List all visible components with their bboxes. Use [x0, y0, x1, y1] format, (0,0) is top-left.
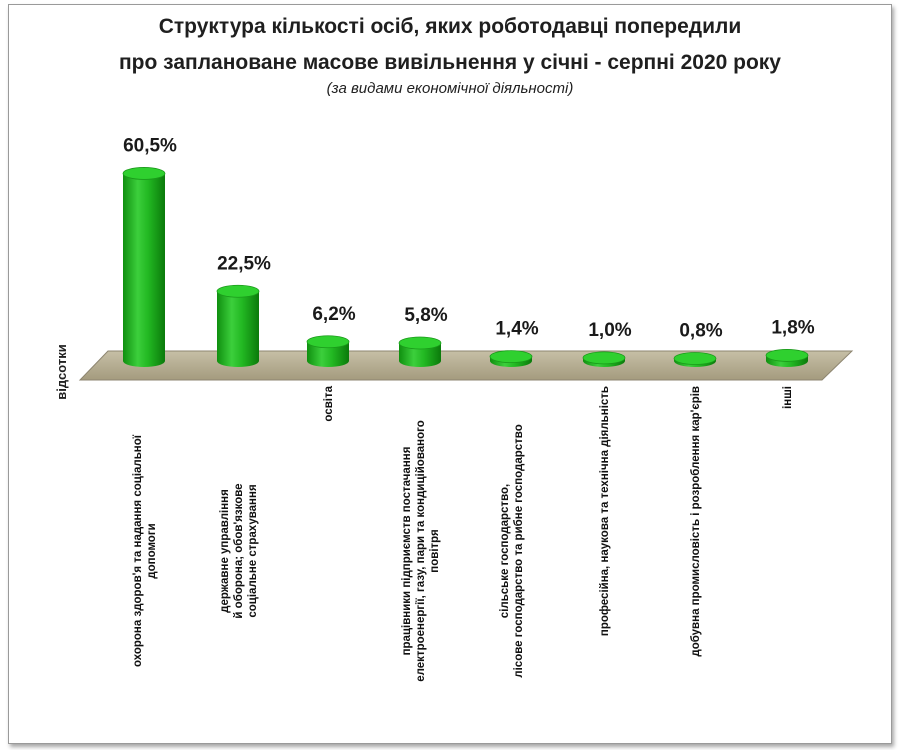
bar-top — [122, 167, 166, 180]
chart-subtitle: (за видами економічної діяльності) — [326, 80, 574, 97]
bar-body — [307, 341, 349, 367]
bar-top — [306, 335, 350, 349]
bar-top — [489, 350, 533, 364]
bar-top — [398, 336, 442, 350]
category-label-1: охорона здоров'я та надання соціальної до… — [132, 434, 158, 667]
bar-1 — [122, 167, 166, 367]
bar-5 — [489, 350, 533, 367]
bar-top — [673, 352, 717, 365]
category-label-4: працівники підприємств постачання електро… — [401, 420, 441, 682]
value-label: 22,5% — [217, 253, 271, 274]
category-label-line: соціальне страхування — [247, 484, 259, 617]
category-label-line: інші — [782, 386, 794, 409]
chart-title-line-2: про заплановане масове вивільнення у січ… — [119, 51, 781, 74]
category-label-line: добувна промисловість і розроблення кар'… — [690, 386, 702, 657]
category-label-2: державне управління й оборона; обов'язков… — [219, 483, 259, 618]
category-label-line: професійна, наукова та технічна діяльніс… — [599, 386, 611, 636]
category-label-line: лісове господарство та рибне господарств… — [513, 424, 525, 677]
category-label-3: освіта — [323, 385, 335, 421]
value-label: 0,8% — [679, 321, 722, 342]
bar-top — [582, 351, 626, 365]
bar-3 — [306, 335, 350, 367]
bar-top — [765, 349, 809, 362]
bar-8 — [765, 349, 809, 367]
bar-7 — [673, 352, 717, 367]
bar-4 — [398, 336, 442, 367]
category-label-line: сільське господарство, — [499, 484, 511, 618]
chart-floor — [78, 350, 854, 381]
value-label: 60,5% — [123, 135, 177, 156]
category-label-7: добувна промисловість і розроблення кар'… — [690, 386, 702, 657]
bar-body — [399, 343, 441, 367]
bar-top — [216, 284, 260, 298]
value-label: 6,2% — [312, 304, 355, 325]
value-label: 1,4% — [495, 319, 538, 340]
bar-2 — [216, 284, 260, 367]
category-label-line: й оборона; обов'язкове — [233, 483, 245, 618]
category-label-8: інші — [782, 386, 794, 409]
category-label-line: повітря — [429, 529, 441, 572]
bar-body — [217, 291, 259, 367]
category-label-line: охорона здоров'я та надання соціальної — [132, 434, 144, 667]
category-label-line: допомоги — [146, 523, 158, 578]
value-label: 1,8% — [771, 317, 814, 338]
category-label-line: державне управління — [219, 489, 231, 613]
bar-body — [123, 173, 165, 367]
category-label-line: освіта — [323, 385, 335, 421]
bar-6 — [582, 351, 626, 367]
chart-title-line-1: Структура кількості осіб, яких роботодав… — [158, 15, 742, 38]
value-label: 1,0% — [588, 320, 631, 341]
category-label-line: працівники підприємств постачання — [401, 447, 413, 656]
value-label: 5,8% — [404, 305, 447, 326]
category-label-line: електроенергії, газу, пари та кондиційов… — [415, 420, 427, 682]
category-label-6: професійна, наукова та технічна діяльніс… — [599, 386, 611, 636]
y-axis-label: відсотки — [54, 344, 69, 399]
category-label-5: сільське господарство, лісове господарств… — [499, 424, 525, 677]
